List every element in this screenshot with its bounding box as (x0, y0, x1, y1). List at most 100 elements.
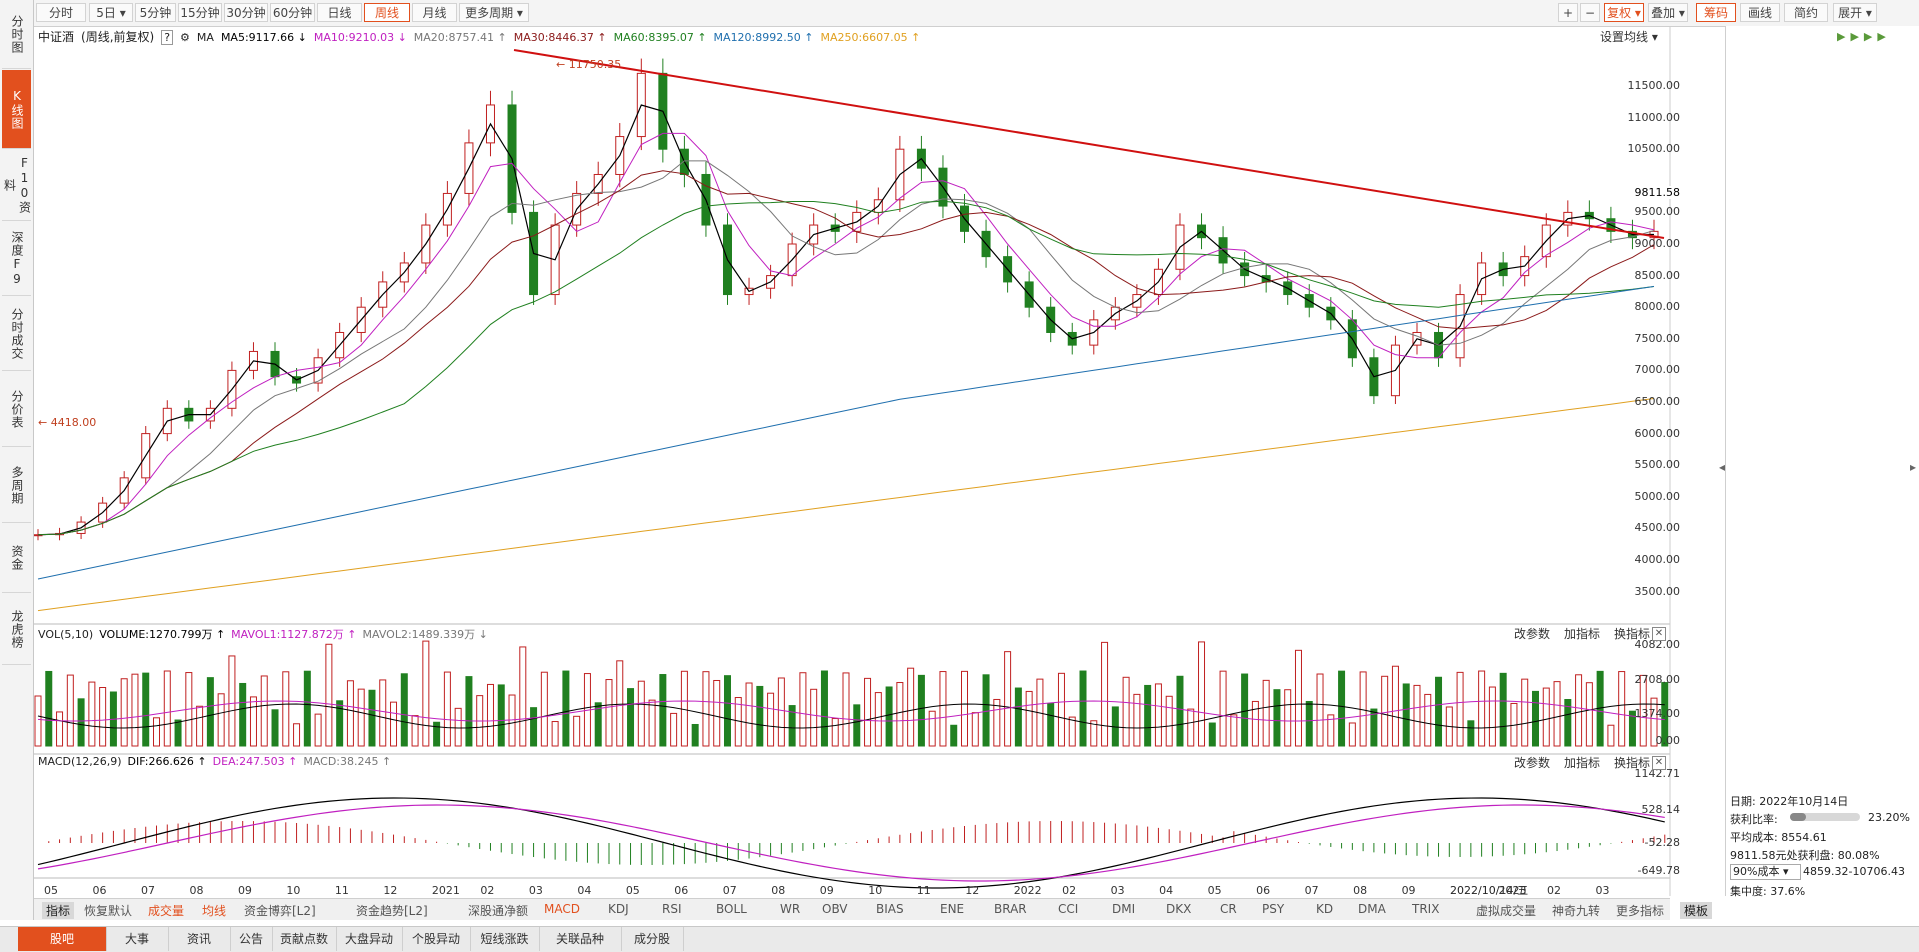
indicator-tab-26[interactable]: 更多指标 (1616, 904, 1665, 918)
collapse-right-icon[interactable]: ▸ (1910, 460, 1917, 474)
sidebar-item-8[interactable]: 龙虎榜 (2, 594, 31, 665)
bottom-tab-1[interactable]: 大事 (106, 927, 169, 951)
indicator-tab-5[interactable]: 资金趋势[L2] (356, 904, 428, 918)
indicator-tab-14[interactable]: ENE (940, 902, 965, 916)
sidebar-item-4[interactable]: 分时成交 (2, 297, 31, 371)
indicator-tab-13[interactable]: BIAS (876, 902, 904, 916)
period-button-3[interactable]: 15分钟 (178, 3, 222, 22)
indicator-tab-24[interactable]: 虚拟成交量 (1476, 904, 1537, 918)
gear-icon[interactable]: ⚙ (180, 31, 190, 44)
indicator-tab-23[interactable]: TRIX (1412, 902, 1440, 916)
volume-bar (540, 671, 548, 747)
indicator-tab-4[interactable]: 资金博弈[L2] (244, 904, 316, 918)
volume-bar (702, 671, 710, 747)
indicator-tab-3[interactable]: 均线 (202, 904, 227, 918)
bottom-tab-0[interactable]: 股吧 (18, 927, 107, 951)
bottom-tab-3[interactable]: 公告 (230, 927, 273, 951)
indicator-tab-12[interactable]: OBV (822, 902, 848, 916)
period-button-0[interactable]: 分时 (36, 3, 86, 22)
toolbar-right-button-2[interactable]: 复权 ▾ (1604, 3, 1644, 22)
toolbar-right-button-5[interactable]: 画线 (1740, 3, 1780, 22)
indicator-tab-17[interactable]: DMI (1112, 902, 1136, 916)
sidebar-item-1[interactable]: K线图 (2, 70, 31, 149)
period-button-9[interactable]: 更多周期 ▾ (459, 3, 529, 22)
volume-btn-0[interactable]: 改参数 (1514, 627, 1551, 641)
period-button-8[interactable]: 月线 (412, 3, 457, 22)
period-button-6[interactable]: 日线 (317, 3, 362, 22)
cost-select[interactable]: 90%成本 ▾ (1730, 864, 1801, 880)
indicator-tab-16[interactable]: CCI (1058, 902, 1079, 916)
volume-bar (670, 712, 678, 747)
indicator-tab-9[interactable]: RSI (662, 902, 682, 916)
period-button-1[interactable]: 5日 ▾ (89, 3, 133, 22)
bottom-tab-7[interactable]: 短线涨跌 (470, 927, 540, 951)
sidebar-item-3[interactable]: 深度F9 (2, 222, 31, 296)
indicator-tab-21[interactable]: KD (1316, 902, 1334, 916)
time-tick: 2022 (1014, 884, 1042, 896)
indicator-tab-1[interactable]: 恢复默认 (84, 904, 133, 918)
bottom-tab-2[interactable]: 资讯 (168, 927, 231, 951)
indicator-tab-27[interactable]: 模板 (1680, 902, 1713, 919)
volume-close-icon[interactable]: ✕ (1652, 627, 1666, 641)
period-button-2[interactable]: 5分钟 (135, 3, 176, 22)
volume-bar (1025, 690, 1033, 747)
toolbar-right-button-0[interactable]: + (1558, 3, 1578, 22)
time-tick: 05 (1208, 884, 1222, 896)
volume-bar (368, 689, 376, 747)
sidebar-item-6[interactable]: 多周期 (2, 448, 31, 523)
toolbar-right-button-1[interactable]: − (1580, 3, 1600, 22)
indicator-tab-10[interactable]: BOLL (716, 902, 747, 916)
time-tick: 07 (1305, 884, 1319, 896)
sidebar-item-0[interactable]: 分时图 (2, 0, 31, 69)
help-icon[interactable]: ? (161, 30, 174, 45)
indicator-tab-7[interactable]: MACD (544, 902, 580, 916)
volume-btn-1[interactable]: 加指标 (1564, 627, 1601, 641)
collapse-left-icon[interactable]: ◂ (1719, 460, 1726, 474)
bottom-tab-9[interactable]: 成分股 (621, 927, 684, 951)
volume-bar (336, 700, 344, 747)
macd-btn-2[interactable]: 换指标 (1614, 756, 1651, 770)
indicator-tab-6[interactable]: 深股通净额 (468, 904, 529, 918)
ma-value-1: MA10:9210.03 ↓ (313, 31, 407, 44)
bottom-tab-8[interactable]: 关联品种 (539, 927, 622, 951)
sidebar-item-5[interactable]: 分价表 (2, 372, 31, 447)
toolbar-right-button-4[interactable]: 筹码 (1696, 3, 1736, 22)
period-button-4[interactable]: 30分钟 (224, 3, 268, 22)
indicator-tab-19[interactable]: CR (1220, 902, 1237, 916)
sidebar-item-7[interactable]: 资金 (2, 524, 31, 593)
period-button-5[interactable]: 60分钟 (270, 3, 315, 22)
bottom-tab-4[interactable]: 贡献点数 (272, 927, 337, 951)
period-button-7[interactable]: 周线 (364, 3, 410, 22)
macd-btn-1[interactable]: 加指标 (1564, 756, 1601, 770)
set-ma-button[interactable]: 设置均线 ▾ (1600, 30, 1658, 44)
volume-bar (1014, 687, 1022, 747)
time-tick: 2021 (432, 884, 460, 896)
macd-close-icon[interactable]: ✕ (1652, 756, 1666, 770)
volume-bar (142, 672, 150, 747)
indicator-tab-18[interactable]: DKX (1166, 902, 1192, 916)
chip-toolbar-icons[interactable]: ▶▶▶▶ (1837, 30, 1891, 43)
indicator-tab-25[interactable]: 神奇九转 (1552, 904, 1601, 918)
time-tick: 07 (723, 884, 737, 896)
indicator-tab-15[interactable]: BRAR (994, 902, 1027, 916)
toolbar-right-button-7[interactable]: 展开 ▾ (1833, 3, 1877, 22)
kline-chart[interactable]: ← 11750.35 ← 4418.00 05 06 07 08 09 10 11 12 2021 0… (34, 26, 1674, 896)
volume-panel-buttons: 改参数 加指标 换指标 (1500, 625, 1650, 642)
toolbar-right-button-3[interactable]: 叠加 ▾ (1648, 3, 1688, 22)
mavol1-line (37, 703, 1665, 729)
bottom-tab-6[interactable]: 个股异动 (402, 927, 471, 951)
macd-btn-0[interactable]: 改参数 (1514, 756, 1551, 770)
indicator-tab-11[interactable]: WR (780, 902, 801, 916)
indicator-tab-8[interactable]: KDJ (608, 902, 629, 916)
indicator-tab-20[interactable]: PSY (1262, 902, 1285, 916)
time-tick: 07 (141, 884, 155, 896)
toolbar-right-button-6[interactable]: 简约 (1784, 3, 1828, 22)
sidebar-item-2[interactable]: F10资料 (2, 150, 32, 221)
volume-btn-2[interactable]: 换指标 (1614, 627, 1651, 641)
chip-date: 日期: 2022年10月14日 (1730, 795, 1849, 808)
indicator-tab-22[interactable]: DMA (1358, 902, 1386, 916)
indicator-tab-0[interactable]: 指标 (42, 902, 75, 919)
price-tick: 4000.00 (1634, 553, 1681, 566)
indicator-tab-2[interactable]: 成交量 (148, 904, 185, 918)
bottom-tab-5[interactable]: 大盘异动 (336, 927, 403, 951)
